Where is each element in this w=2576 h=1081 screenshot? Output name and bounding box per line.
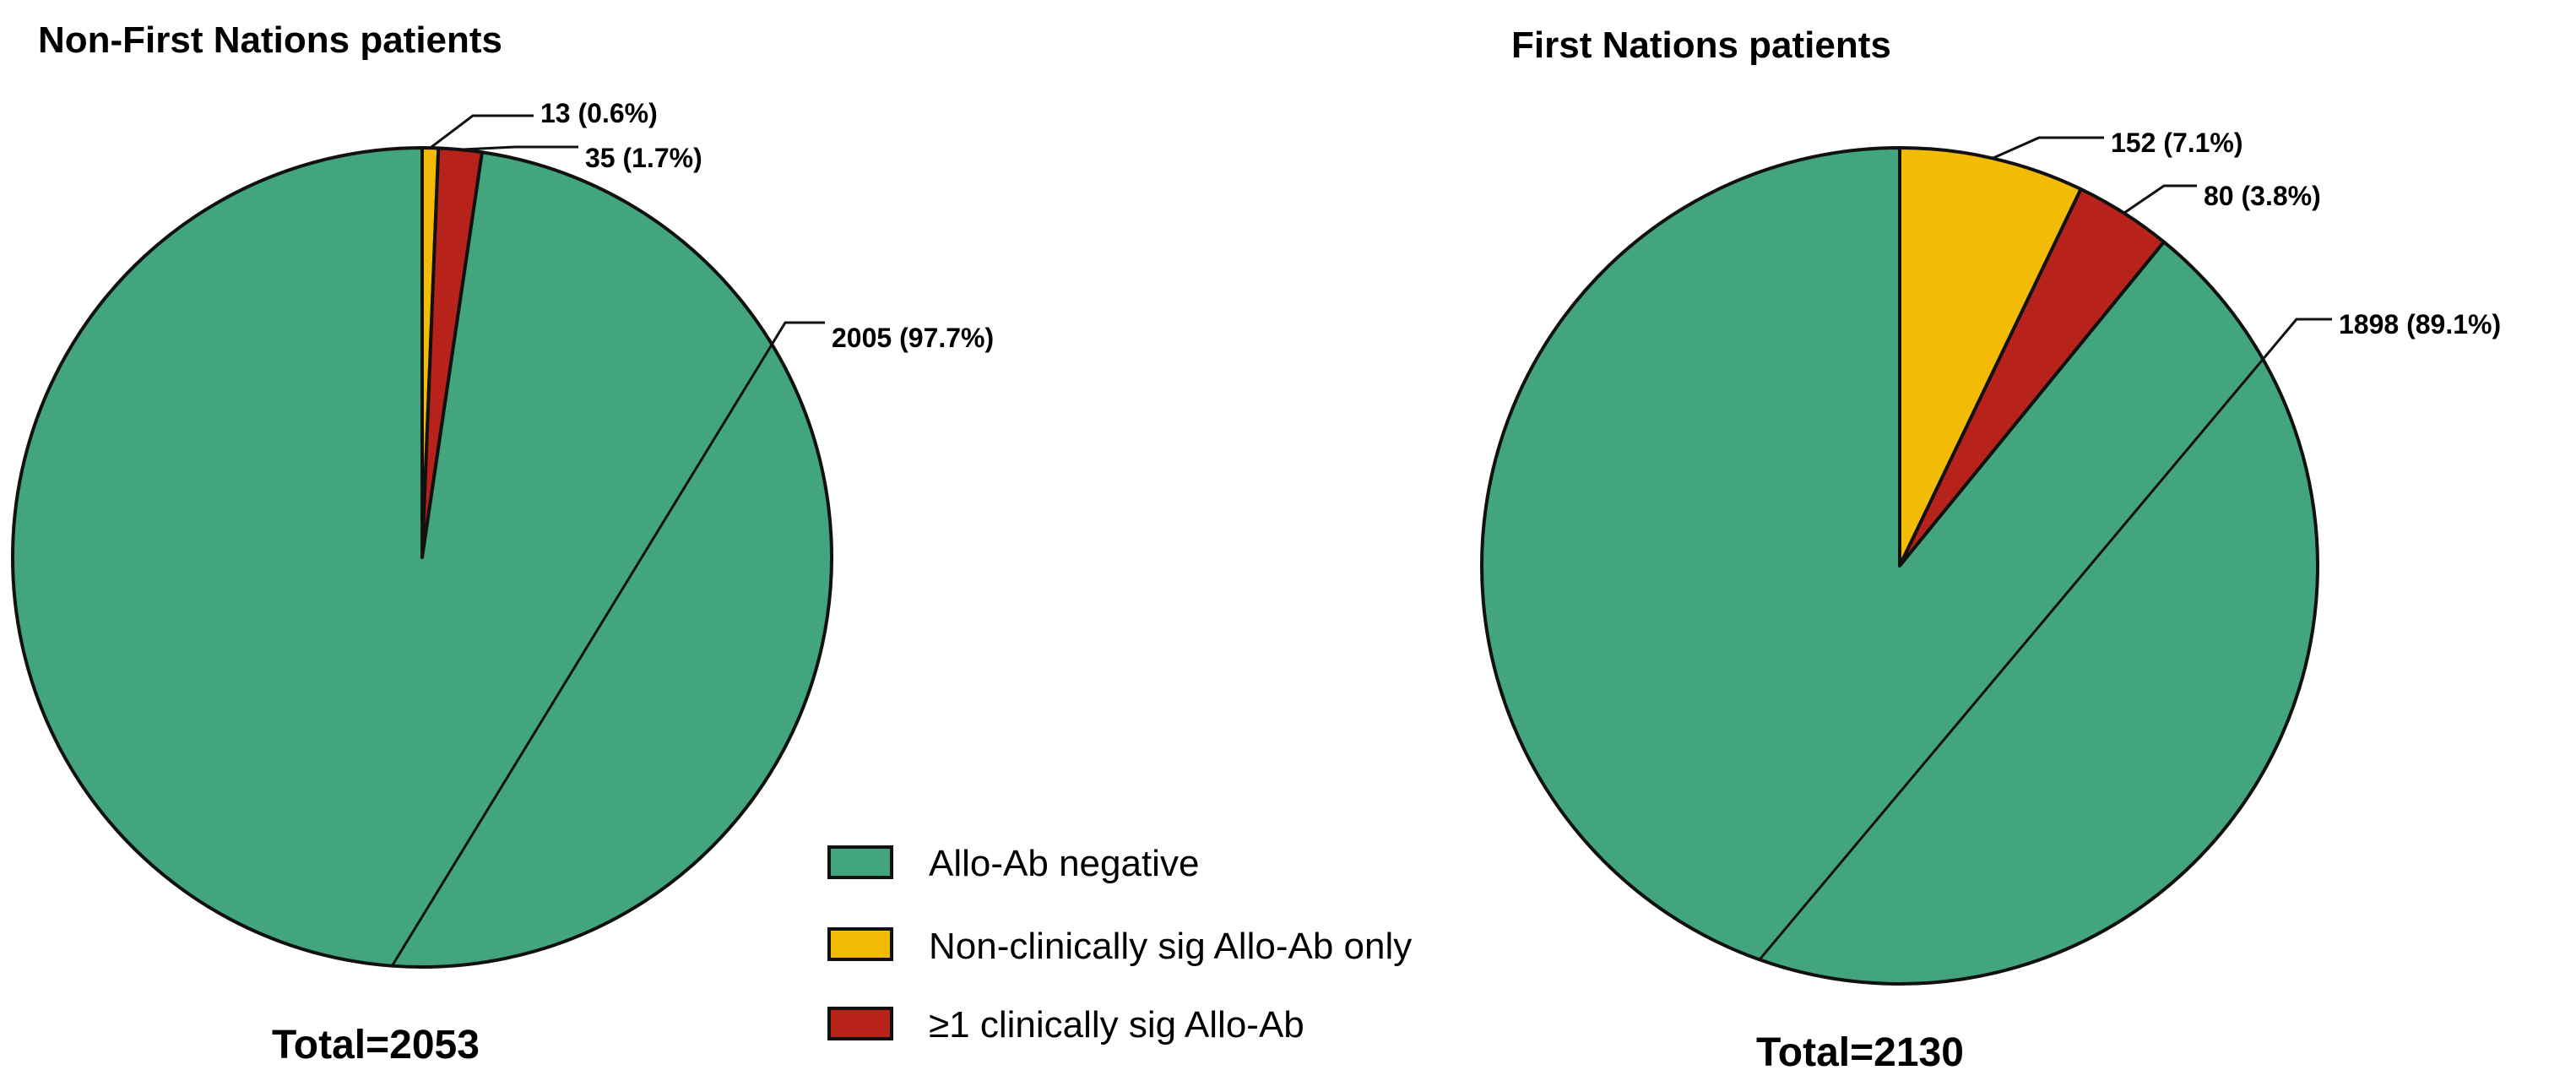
slice-label-allo-ab-negative: 1898 (89.1%) bbox=[2339, 309, 2501, 340]
slice-label-1-clinically-sig-allo-ab: 35 (1.7%) bbox=[585, 143, 702, 173]
chart-title-non-first-nations: Non-First Nations patients bbox=[38, 19, 502, 61]
leader-line-non-clinically-sig-allo-ab-only bbox=[429, 114, 534, 149]
total-first-nations: Total=2130 bbox=[1756, 1030, 1964, 1075]
pie-slice-allo-ab-negative bbox=[11, 146, 833, 969]
legend: Allo-Ab negative Non-clinically sig Allo… bbox=[827, 843, 1412, 1046]
legend-label-clinically-sig: ≥1 clinically sig Allo-Ab bbox=[929, 1004, 1304, 1046]
pie-slice-non-clinically-sig-allo-ab-only bbox=[1898, 146, 2083, 568]
leader-line-allo-ab-negative bbox=[1758, 318, 2332, 961]
legend-swatch-allo-ab-negative bbox=[827, 845, 893, 879]
legend-label-allo-ab-negative: Allo-Ab negative bbox=[929, 843, 1199, 884]
slice-label-non-clinically-sig-allo-ab-only: 13 (0.6%) bbox=[540, 98, 658, 128]
leader-line-1-clinically-sig-allo-ab bbox=[460, 145, 578, 151]
slice-label-non-clinically-sig-allo-ab-only: 152 (7.1%) bbox=[2111, 128, 2243, 158]
legend-swatch-non-clinically-sig bbox=[827, 927, 893, 961]
leader-line-1-clinically-sig-allo-ab bbox=[2123, 184, 2197, 215]
slice-label-1-clinically-sig-allo-ab: 80 (3.8%) bbox=[2204, 181, 2321, 211]
total-non-first-nations: Total=2053 bbox=[272, 1023, 480, 1067]
leader-line-allo-ab-negative bbox=[391, 321, 825, 967]
slice-label-allo-ab-negative: 2005 (97.7%) bbox=[832, 323, 994, 353]
leader-line-non-clinically-sig-allo-ab-only bbox=[1992, 136, 2104, 160]
pie-chart-non-first-nations: Non-First Nations patients 2005 (97.7%) 1… bbox=[11, 19, 994, 1067]
pie-slice-allo-ab-negative bbox=[1480, 146, 2319, 986]
legend-swatch-clinically-sig bbox=[827, 1007, 893, 1040]
pie-chart-first-nations: First Nations patients 1898 (89.1%) 152 (… bbox=[1480, 24, 2501, 1075]
chart-title-first-nations: First Nations patients bbox=[1511, 24, 1891, 66]
pie-first-nations: 1898 (89.1%) 152 (7.1%) 80 (3.8%) bbox=[1480, 128, 2501, 986]
pie-non-first-nations: 2005 (97.7%) 13 (0.6%) 35 (1.7%) bbox=[11, 98, 994, 969]
legend-label-non-clinically-sig: Non-clinically sig Allo-Ab only bbox=[929, 926, 1412, 967]
